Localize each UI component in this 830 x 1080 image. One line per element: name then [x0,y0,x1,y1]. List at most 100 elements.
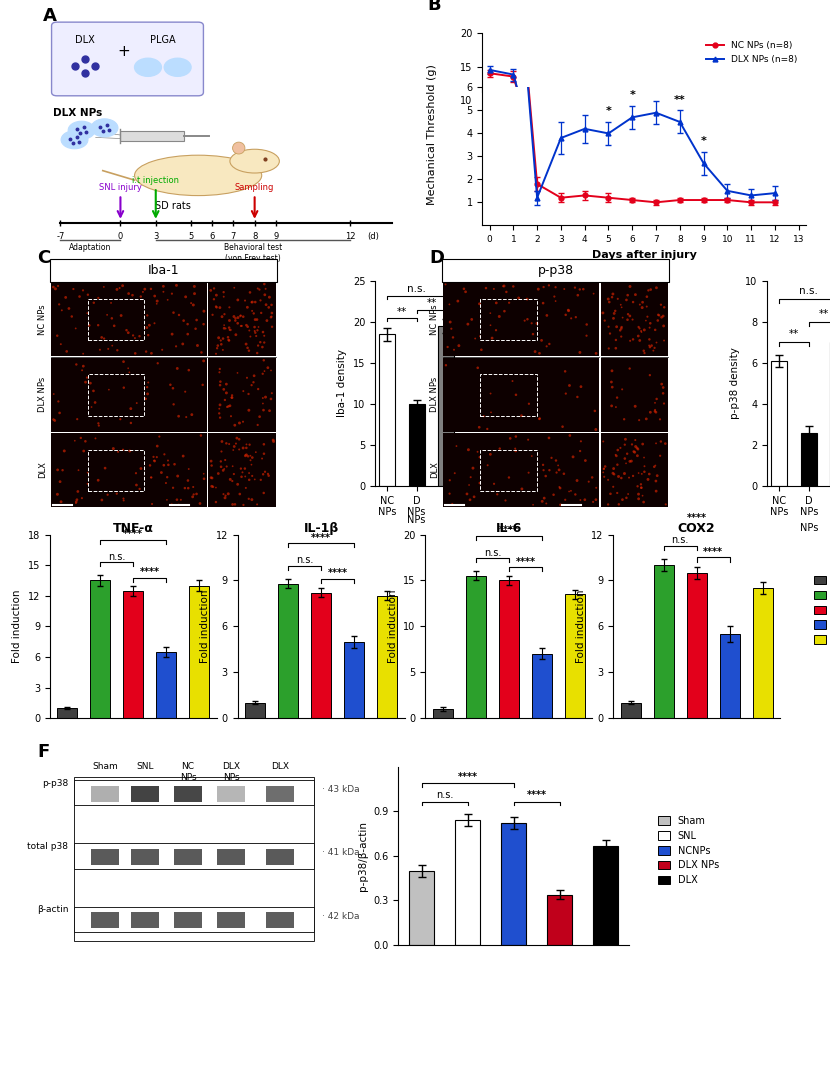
Point [241,369,254,387]
Bar [245,703,265,718]
Point [145,496,159,513]
Point [642,465,656,483]
Bar [499,580,519,718]
Point [616,309,629,326]
Point [142,374,155,391]
Point [161,292,174,309]
Point [254,292,267,309]
Point [254,471,267,488]
Point [515,481,529,498]
Point [195,343,208,361]
Text: 8: 8 [252,232,257,241]
Bar [156,652,176,718]
Point [60,342,73,360]
Text: n.s.: n.s. [799,286,818,296]
Text: **: ** [427,298,437,308]
Point [160,469,173,486]
Point [548,288,561,306]
Point [648,403,662,420]
Text: total p38: total p38 [27,842,68,851]
Point [484,384,497,402]
Point [69,320,82,337]
Point [260,296,273,313]
Point [238,460,251,477]
Point [623,360,637,377]
Point [657,379,670,396]
Point [607,478,620,496]
Point [614,296,627,313]
Bar [443,357,598,432]
Point [245,377,258,394]
Point [209,494,222,511]
Text: ****: **** [328,568,348,578]
Point [443,472,457,489]
Point [657,318,671,335]
Point [632,486,645,503]
Point [237,382,250,400]
Point [176,335,189,352]
Point [151,354,164,372]
Point [246,302,259,320]
Point [150,448,164,465]
Point [615,470,628,487]
Y-axis label: Fold induction: Fold induction [388,590,398,663]
Point [81,369,94,387]
Point [643,319,657,336]
Point [181,325,194,342]
Text: NC NPs: NC NPs [37,303,46,335]
Bar [601,357,668,432]
Point [569,486,582,503]
Point [256,323,270,340]
Point [53,404,66,421]
Point [493,308,506,325]
Point [122,285,135,302]
Point [222,319,236,336]
Point [110,281,124,298]
Point [231,314,244,332]
Point [140,307,154,324]
Point [535,492,549,510]
Point [640,298,653,315]
Text: 6: 6 [209,232,215,241]
Text: ****: **** [515,557,535,567]
Point [619,455,632,472]
Point [486,329,499,347]
Point [533,409,546,427]
Point [518,312,531,329]
Point [611,442,624,459]
Point [261,312,274,329]
Point [250,327,263,345]
Point [549,293,562,310]
Point [614,440,627,457]
Point [487,280,500,297]
Point [245,294,258,311]
Point [234,308,247,325]
Point [148,314,161,332]
Point [554,496,567,513]
Point [526,496,540,513]
Point [79,433,92,450]
Bar [379,334,395,486]
Point [447,341,461,359]
Point [540,338,554,355]
Point [51,327,64,345]
Point [579,491,592,509]
Point [249,444,262,461]
Point [644,404,657,421]
Point [602,471,615,488]
Point [186,488,199,505]
Point [504,430,517,447]
Point [239,480,252,497]
Text: 0: 0 [118,232,123,241]
Point [242,322,256,339]
Point [608,305,621,322]
Point [542,429,555,446]
Text: n.s.: n.s. [484,548,501,557]
Point [248,311,261,328]
Point [640,410,653,428]
Point [172,496,185,513]
Point [105,337,119,354]
Point [139,343,153,361]
Text: *: * [629,90,635,100]
Point [642,337,656,354]
